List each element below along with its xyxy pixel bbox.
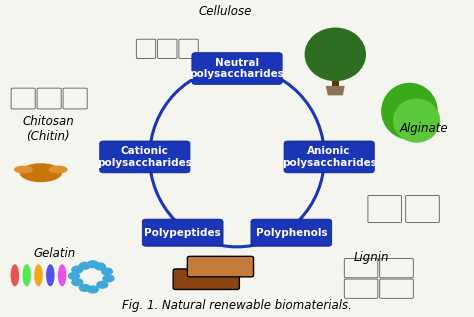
Circle shape <box>101 267 113 275</box>
Circle shape <box>71 278 83 286</box>
Ellipse shape <box>10 264 19 286</box>
Circle shape <box>87 260 99 268</box>
Ellipse shape <box>46 264 55 286</box>
Ellipse shape <box>49 165 68 173</box>
Text: Anionic
polysaccharides: Anionic polysaccharides <box>282 146 377 168</box>
FancyBboxPatch shape <box>187 256 254 277</box>
Ellipse shape <box>381 83 438 139</box>
FancyBboxPatch shape <box>100 141 190 173</box>
FancyBboxPatch shape <box>173 269 239 289</box>
FancyBboxPatch shape <box>251 219 332 246</box>
Circle shape <box>96 281 109 289</box>
FancyBboxPatch shape <box>284 141 374 173</box>
Text: Alginate: Alginate <box>400 122 448 135</box>
Ellipse shape <box>34 264 43 286</box>
Text: Cationic
polysaccharides: Cationic polysaccharides <box>97 146 192 168</box>
Ellipse shape <box>22 264 31 286</box>
Text: Lignin: Lignin <box>354 251 390 264</box>
Text: Fig. 1. Natural renewable biomaterials.: Fig. 1. Natural renewable biomaterials. <box>122 299 352 312</box>
Ellipse shape <box>14 165 33 173</box>
Ellipse shape <box>305 28 366 81</box>
Circle shape <box>68 272 80 280</box>
FancyBboxPatch shape <box>192 53 282 85</box>
Ellipse shape <box>393 99 440 143</box>
Circle shape <box>102 274 115 282</box>
Ellipse shape <box>19 163 62 182</box>
Polygon shape <box>326 86 345 95</box>
Ellipse shape <box>58 264 66 286</box>
Circle shape <box>94 262 106 270</box>
Text: Cellulose: Cellulose <box>199 5 252 18</box>
Text: Polyphenols: Polyphenols <box>255 228 327 238</box>
Circle shape <box>71 266 83 274</box>
Circle shape <box>79 284 91 292</box>
Text: Gelatin: Gelatin <box>34 247 76 260</box>
FancyBboxPatch shape <box>142 219 223 246</box>
Circle shape <box>79 262 91 270</box>
Text: Polypeptides: Polypeptides <box>144 228 221 238</box>
Circle shape <box>87 285 99 294</box>
Text: Neutral
polysaccharides: Neutral polysaccharides <box>190 58 284 79</box>
Text: Chitosan
(Chitin): Chitosan (Chitin) <box>22 114 74 143</box>
Polygon shape <box>331 73 338 86</box>
